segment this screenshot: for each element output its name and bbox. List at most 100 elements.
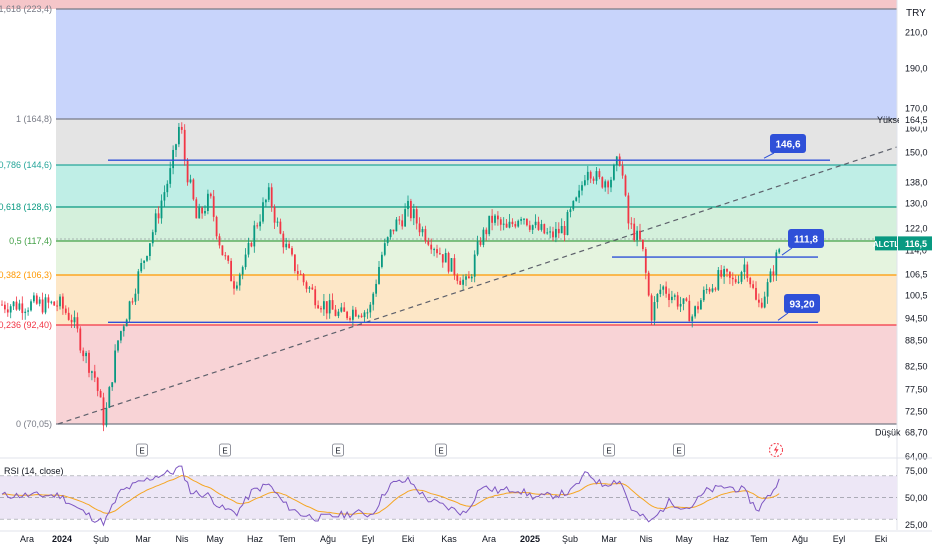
candle-body	[137, 271, 140, 294]
candle-body	[592, 178, 595, 181]
candle-body	[79, 328, 82, 351]
candle-body	[749, 277, 752, 285]
candle-body	[743, 264, 746, 273]
candle-body	[752, 284, 754, 288]
x-tick-label: Eki	[875, 534, 888, 544]
candle-body	[250, 242, 253, 247]
price-axis-bg	[897, 0, 932, 458]
fib-band	[56, 119, 897, 165]
candle-body	[88, 352, 90, 373]
candle-body	[82, 350, 85, 357]
candle-body	[366, 312, 369, 314]
event-marker-label: E	[139, 447, 144, 456]
candle-body	[630, 223, 633, 225]
candle-body	[726, 268, 728, 272]
price-axis[interactable]: 210,0 190,0 170,0 160,0 150,0 138,0 130,0 122,0…	[873, 0, 932, 530]
candle-body	[430, 244, 433, 250]
candle-body	[372, 293, 375, 305]
candle-body	[323, 301, 325, 310]
candle-body	[299, 273, 302, 275]
fib-label: 0,5 (117,4)	[9, 236, 52, 246]
y-tick-label: 94,50	[905, 314, 928, 324]
candle-body	[166, 183, 169, 193]
candle-body	[183, 129, 186, 161]
candle-body	[720, 270, 723, 277]
event-marker	[219, 443, 231, 457]
candle-body	[566, 212, 569, 235]
fib-label: 0 (70,05)	[16, 419, 52, 429]
candle-body	[685, 298, 688, 301]
candle-body	[215, 216, 218, 237]
x-tick-label: Ağu	[792, 534, 808, 544]
fib-label: 0,786 (144,6)	[0, 160, 52, 170]
currency-label: TRY	[906, 8, 926, 19]
candle-body	[134, 293, 137, 302]
fib-band	[56, 275, 897, 325]
candle-body	[99, 390, 102, 398]
candle-body	[331, 300, 334, 310]
candle-body	[30, 301, 32, 311]
candle-body	[314, 289, 317, 306]
candle-body	[427, 241, 430, 245]
candle-body	[64, 308, 67, 313]
y-tick-label: 160,0	[905, 124, 928, 134]
candle-body	[349, 318, 351, 320]
x-tick-label: 2025	[520, 534, 540, 544]
candle-body	[421, 229, 424, 233]
candle-body	[180, 126, 183, 130]
candle-body	[456, 275, 459, 281]
candle-body	[714, 288, 717, 290]
candle-body	[154, 213, 157, 233]
candle-body	[589, 171, 592, 179]
candle-body	[1, 304, 3, 306]
candle-body	[285, 243, 288, 248]
candle-body	[491, 215, 493, 223]
candle-body	[56, 305, 58, 307]
candle-body	[581, 185, 583, 191]
time-axis[interactable]: Ara 2024 Şub Mar Nis May Haz Tem Ağu Eyl Eki Kas Ara…	[0, 530, 932, 544]
y-tick-label: 68,70	[905, 428, 928, 438]
candle-body	[404, 209, 406, 227]
price-annotations[interactable]: 146,6 111,8 93,20	[108, 134, 830, 323]
y-tick-label: 122,0	[905, 224, 928, 234]
candle-body	[415, 209, 418, 224]
candle-body	[172, 149, 174, 169]
x-tick-label: Eyl	[833, 534, 846, 544]
y-tick-label: 130,0	[905, 199, 928, 209]
candle-body	[694, 306, 696, 317]
candle-body	[560, 225, 563, 234]
x-tick-label: Şub	[562, 534, 578, 544]
candle-body	[563, 225, 566, 235]
candle-body	[546, 232, 549, 234]
candle-body	[131, 301, 134, 303]
candle-body	[241, 267, 244, 275]
candle-body	[67, 312, 70, 320]
candle-body	[317, 305, 319, 309]
y-tick-label: 88,50	[905, 336, 928, 346]
candle-body	[557, 228, 560, 234]
candle-body	[256, 225, 259, 227]
candle-body	[775, 252, 778, 276]
candle-body	[354, 309, 357, 317]
candle-body	[642, 239, 644, 250]
rsi-pane[interactable]: RSI (14, close) 75,00 50,00 25,00	[0, 457, 932, 530]
candle-body	[151, 232, 154, 244]
candle-body	[276, 221, 279, 223]
candle-body	[209, 193, 212, 197]
x-tick-label: Ara	[482, 534, 496, 544]
candle-body	[613, 165, 615, 180]
candle-body	[4, 304, 6, 310]
symbol-tag	[875, 236, 897, 251]
candle-body	[465, 276, 467, 280]
x-tick-label: Mar	[601, 534, 617, 544]
candle-body	[38, 299, 41, 304]
candle-body	[624, 175, 627, 196]
y-tick-label: 100,5	[905, 291, 928, 301]
candle-body	[305, 282, 308, 289]
candle-body	[201, 207, 203, 214]
candle-body	[488, 215, 491, 235]
candle-body	[711, 288, 714, 292]
